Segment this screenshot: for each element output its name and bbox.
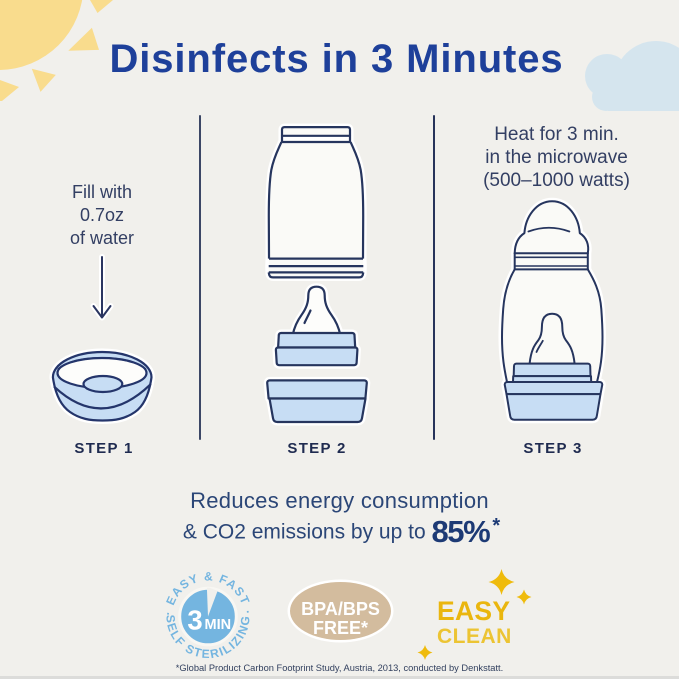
svg-text:3: 3 xyxy=(187,604,202,635)
svg-text:MIN: MIN xyxy=(205,617,232,633)
